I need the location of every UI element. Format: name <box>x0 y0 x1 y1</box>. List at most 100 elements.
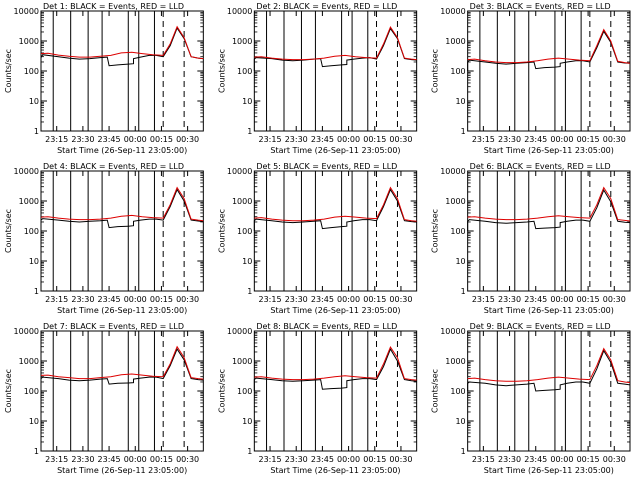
panel-title: Det 5: BLACK = Events, RED = LLD <box>256 162 397 171</box>
x-tick-label: 00:30 <box>176 455 199 464</box>
x-tick-label: 23:45 <box>98 295 121 304</box>
y-tick-label: 1000 <box>232 357 252 366</box>
panel-det-4: Det 4: BLACK = Events, RED = LLD 1 10 100 10… <box>4 162 204 315</box>
x-tick-label: 23:45 <box>311 455 334 464</box>
plot-frame <box>253 330 418 452</box>
x-tick-label: 23:15 <box>45 455 68 464</box>
panel-title: Det 1: BLACK = Events, RED = LLD <box>43 2 184 11</box>
x-tick-label: 23:15 <box>259 295 282 304</box>
x-tick-label: 23:45 <box>311 135 334 144</box>
y-tick-label: 1 <box>247 447 252 456</box>
panel-title: Det 4: BLACK = Events, RED = LLD <box>43 162 184 171</box>
y-axis-label: Counts/sec <box>4 369 13 413</box>
plot-frame <box>40 170 204 292</box>
x-tick-label: 23:30 <box>71 455 94 464</box>
y-tick-label: 1 <box>247 127 252 136</box>
x-tick-label: 00:00 <box>124 455 147 464</box>
series-line-lld <box>254 346 417 381</box>
series-line-events <box>253 27 417 71</box>
y-axis-label: Counts/sec <box>217 49 226 93</box>
panel-det-3: Det 3: BLACK = Events, RED = LLD 1 10 100 10… <box>431 2 631 155</box>
x-tick-label: 23:15 <box>472 455 495 464</box>
y-tick-label: 1000 <box>19 37 39 46</box>
x-tick-label: 00:00 <box>337 295 360 304</box>
x-tick-label: 00:15 <box>363 295 386 304</box>
panel-det-2: Det 2: BLACK = Events, RED = LLD 1 10 100 10… <box>217 2 418 155</box>
panel-det-5: Det 5: BLACK = Events, RED = LLD 1 10 100 10… <box>217 162 418 315</box>
x-tick-label: 00:30 <box>176 135 199 144</box>
y-tick-label: 100 <box>237 67 252 76</box>
x-tick-label: 23:15 <box>259 135 282 144</box>
y-tick-label: 100 <box>450 67 465 76</box>
y-tick-label: 1000 <box>232 197 252 206</box>
x-tick-label: 23:15 <box>259 455 282 464</box>
x-tick-label: 00:00 <box>550 455 573 464</box>
x-tick-label: 00:15 <box>577 455 600 464</box>
panel-det-6: Det 6: BLACK = Events, RED = LLD 1 10 100 10… <box>431 162 631 315</box>
series-line-lld <box>254 186 417 222</box>
y-axis-label: Counts/sec <box>217 209 226 253</box>
x-axis-label: Start Time (26-Sep-11 23:05:00) <box>484 466 614 475</box>
x-axis-label: Start Time (26-Sep-11 23:05:00) <box>57 306 187 315</box>
y-tick-label: 10000 <box>14 167 39 176</box>
y-axis-label: Counts/sec <box>431 49 440 93</box>
series-line-events <box>253 188 417 231</box>
panel-title: Det 2: BLACK = Events, RED = LLD <box>256 2 397 11</box>
x-tick-label: 23:30 <box>498 295 521 304</box>
panel-det-7: Det 7: BLACK = Events, RED = LLD 1 10 100 10… <box>4 322 204 475</box>
y-tick-label: 1 <box>34 127 39 136</box>
panel-det-1: Det 1: BLACK = Events, RED = LLD 1 10 100 10… <box>4 2 204 155</box>
y-tick-label: 100 <box>237 227 252 236</box>
x-tick-label: 00:30 <box>176 295 199 304</box>
y-tick-label: 1 <box>461 287 466 296</box>
y-axis-label: Counts/sec <box>4 209 13 253</box>
x-tick-label: 23:15 <box>45 295 68 304</box>
series-line-lld <box>467 347 631 384</box>
series-line-events <box>467 188 630 231</box>
x-axis-label: Start Time (26-Sep-11 23:05:00) <box>484 146 614 155</box>
y-tick-label: 1 <box>34 287 39 296</box>
x-axis-label: Start Time (26-Sep-11 23:05:00) <box>270 306 400 315</box>
series-line-lld <box>254 26 417 61</box>
panel-det-8: Det 8: BLACK = Events, RED = LLD 1 10 100 10… <box>217 322 418 475</box>
y-tick-label: 100 <box>24 227 39 236</box>
x-tick-label: 23:30 <box>71 295 94 304</box>
plot-frame <box>467 330 631 452</box>
x-tick-label: 23:30 <box>285 135 308 144</box>
x-tick-label: 00:30 <box>389 295 412 304</box>
series-line-events <box>40 348 204 393</box>
y-tick-label: 10 <box>455 417 465 426</box>
x-tick-label: 00:15 <box>150 455 173 464</box>
x-tick-label: 23:45 <box>524 295 547 304</box>
x-tick-label: 23:30 <box>285 295 308 304</box>
panel-title: Det 9: BLACK = Events, RED = LLD <box>470 322 611 331</box>
x-tick-label: 00:30 <box>389 455 412 464</box>
series-line-events <box>40 188 204 231</box>
y-tick-label: 10000 <box>14 7 39 16</box>
y-tick-label: 100 <box>450 387 465 396</box>
y-tick-label: 10 <box>242 97 252 106</box>
y-tick-label: 10 <box>242 257 252 266</box>
plot-frame <box>467 170 631 292</box>
x-tick-label: 00:15 <box>150 135 173 144</box>
x-tick-label: 23:15 <box>472 135 495 144</box>
x-tick-label: 23:45 <box>311 295 334 304</box>
x-tick-label: 00:15 <box>577 135 600 144</box>
y-tick-label: 10000 <box>440 7 465 16</box>
x-tick-label: 00:15 <box>150 295 173 304</box>
y-tick-label: 10000 <box>227 327 252 336</box>
plot-frame <box>253 10 418 132</box>
plot-frame <box>467 10 631 132</box>
x-axis-label: Start Time (26-Sep-11 23:05:00) <box>270 466 400 475</box>
x-tick-label: 00:15 <box>363 135 386 144</box>
x-tick-label: 00:00 <box>337 455 360 464</box>
x-tick-label: 23:45 <box>98 135 121 144</box>
y-tick-label: 1000 <box>19 197 39 206</box>
x-tick-label: 00:30 <box>389 135 412 144</box>
x-axis-label: Start Time (26-Sep-11 23:05:00) <box>484 306 614 315</box>
x-tick-label: 23:30 <box>498 455 521 464</box>
y-tick-label: 100 <box>24 67 39 76</box>
y-tick-label: 10000 <box>227 7 252 16</box>
x-tick-label: 00:30 <box>603 135 626 144</box>
